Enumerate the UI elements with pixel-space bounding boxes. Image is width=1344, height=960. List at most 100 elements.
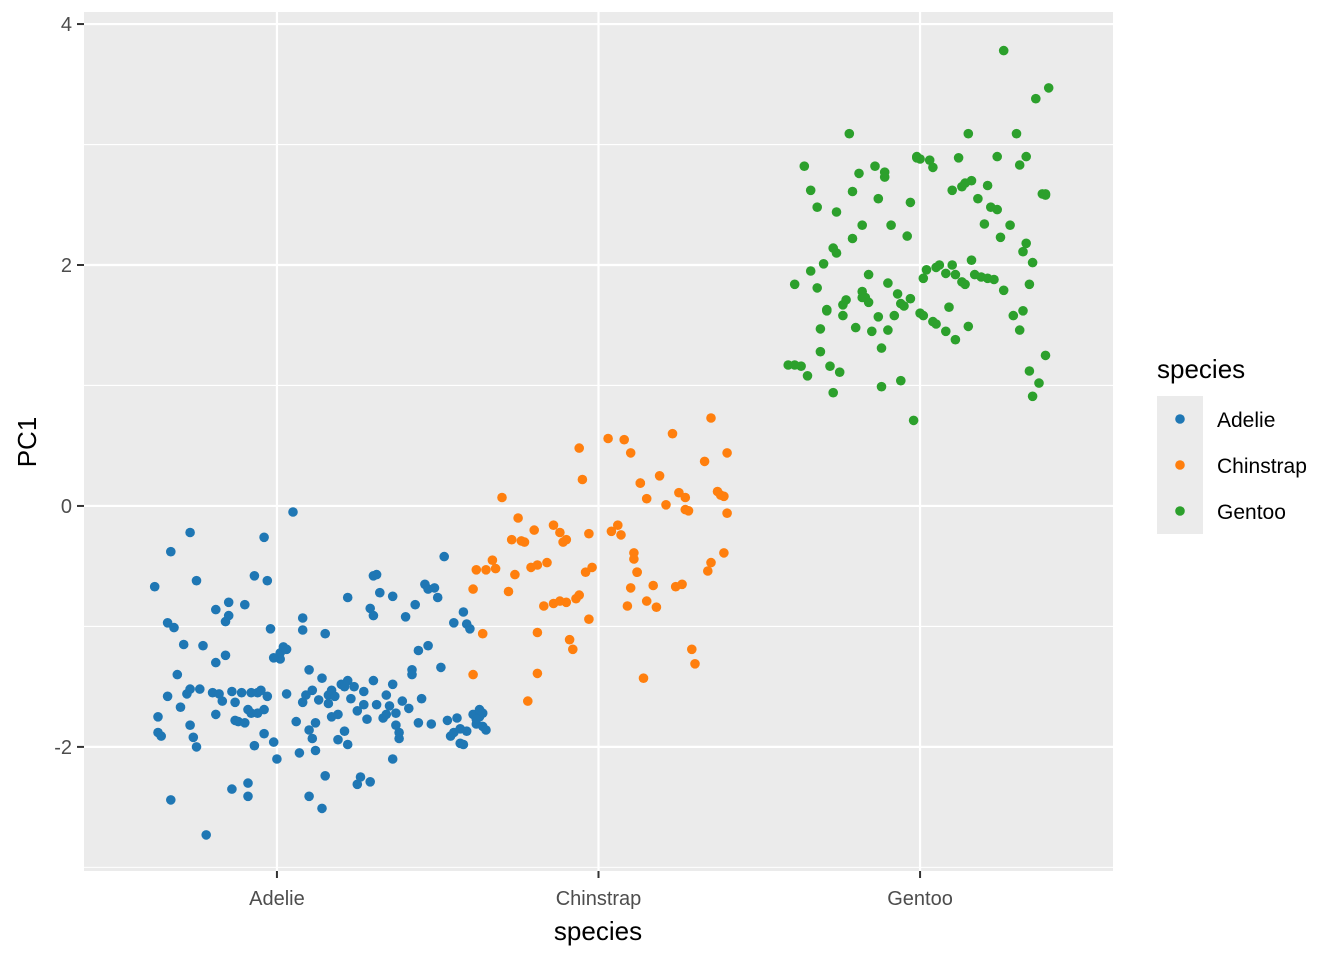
point-adelie — [297, 697, 308, 708]
point-gentoo — [998, 45, 1009, 56]
point-gentoo — [1021, 151, 1031, 162]
point-adelie — [227, 686, 237, 697]
point-adelie — [178, 639, 189, 650]
point-chinstrap — [510, 569, 520, 580]
point-adelie — [268, 737, 279, 747]
legend: species Adelie Chinstrap Gentoo — [1157, 354, 1307, 534]
point-gentoo — [831, 207, 842, 217]
point-gentoo — [921, 265, 932, 275]
point-adelie — [185, 527, 195, 538]
point-gentoo — [876, 381, 887, 392]
point-gentoo — [989, 274, 999, 285]
point-chinstrap — [584, 528, 594, 539]
point-adelie — [384, 701, 395, 711]
point-adelie — [223, 610, 234, 621]
point-chinstrap — [532, 627, 543, 638]
point-gentoo — [1024, 279, 1035, 290]
point-gentoo — [966, 175, 977, 186]
point-chinstrap — [519, 537, 530, 547]
point-gentoo — [873, 312, 884, 322]
x-tick-labels: Adelie Chinstrap Gentoo — [249, 888, 953, 910]
point-adelie — [320, 628, 331, 639]
point-chinstrap — [719, 491, 729, 502]
point-adelie — [156, 731, 166, 741]
point-adelie — [249, 571, 260, 581]
point-adelie — [240, 718, 250, 728]
point-gentoo — [924, 155, 935, 165]
legend-key-gentoo — [1175, 506, 1185, 516]
point-adelie — [333, 709, 343, 720]
point-adelie — [166, 795, 176, 805]
point-gentoo — [812, 283, 822, 293]
point-chinstrap — [632, 567, 642, 577]
point-chinstrap — [687, 644, 697, 655]
point-adelie — [262, 575, 273, 586]
point-adelie — [310, 718, 321, 728]
point-gentoo — [831, 248, 842, 258]
point-chinstrap — [667, 428, 678, 439]
point-adelie — [281, 644, 292, 655]
point-adelie — [371, 699, 382, 710]
point-adelie — [452, 713, 462, 723]
point-adelie — [169, 622, 179, 633]
point-adelie — [310, 745, 321, 756]
point-adelie — [400, 612, 411, 622]
point-adelie — [252, 708, 263, 718]
point-chinstrap — [613, 520, 623, 530]
point-chinstrap — [706, 413, 716, 423]
point-adelie — [432, 592, 443, 603]
point-gentoo — [899, 301, 909, 311]
point-chinstrap — [574, 590, 584, 600]
point-gentoo — [857, 220, 867, 230]
point-gentoo — [973, 193, 983, 204]
point-gentoo — [805, 266, 816, 276]
point-adelie — [323, 698, 334, 709]
point-gentoo — [918, 273, 929, 284]
point-adelie — [381, 690, 392, 700]
point-gentoo — [998, 285, 1009, 296]
legend-label-adelie: Adelie — [1217, 409, 1275, 432]
point-gentoo — [947, 260, 957, 270]
point-adelie — [211, 709, 221, 720]
point-gentoo — [918, 310, 929, 321]
point-chinstrap — [539, 601, 549, 611]
point-gentoo — [944, 302, 954, 313]
point-chinstrap — [677, 579, 687, 590]
y-tick-label: 2 — [61, 255, 72, 277]
point-gentoo — [796, 361, 806, 372]
legend-label-gentoo: Gentoo — [1217, 501, 1286, 524]
point-gentoo — [789, 279, 800, 290]
point-gentoo — [883, 278, 893, 288]
point-adelie — [317, 673, 327, 683]
point-chinstrap — [648, 580, 658, 591]
point-adelie — [223, 597, 234, 608]
point-adelie — [362, 714, 372, 724]
point-adelie — [330, 691, 340, 702]
point-gentoo — [863, 297, 874, 308]
point-adelie — [404, 703, 414, 714]
point-gentoo — [966, 255, 977, 265]
point-adelie — [413, 718, 424, 728]
point-adelie — [268, 653, 279, 663]
point-chinstrap — [680, 492, 691, 503]
point-gentoo — [889, 310, 900, 321]
y-tick-labels: -2 0 2 4 — [54, 14, 72, 759]
point-gentoo — [1005, 220, 1015, 230]
point-adelie — [175, 702, 186, 712]
point-chinstrap — [471, 565, 482, 575]
point-adelie — [230, 715, 240, 726]
point-gentoo — [905, 197, 916, 208]
point-chinstrap — [580, 567, 591, 577]
point-adelie — [256, 685, 266, 696]
point-gentoo — [1014, 160, 1025, 170]
point-gentoo — [1031, 93, 1041, 104]
point-gentoo — [822, 306, 832, 316]
point-chinstrap — [719, 548, 729, 558]
point-gentoo — [992, 204, 1002, 215]
point-adelie — [416, 693, 427, 704]
point-adelie — [368, 675, 379, 686]
point-adelie — [458, 607, 469, 617]
point-adelie — [188, 732, 199, 743]
point-adelie — [149, 581, 160, 592]
point-adelie — [371, 569, 382, 580]
